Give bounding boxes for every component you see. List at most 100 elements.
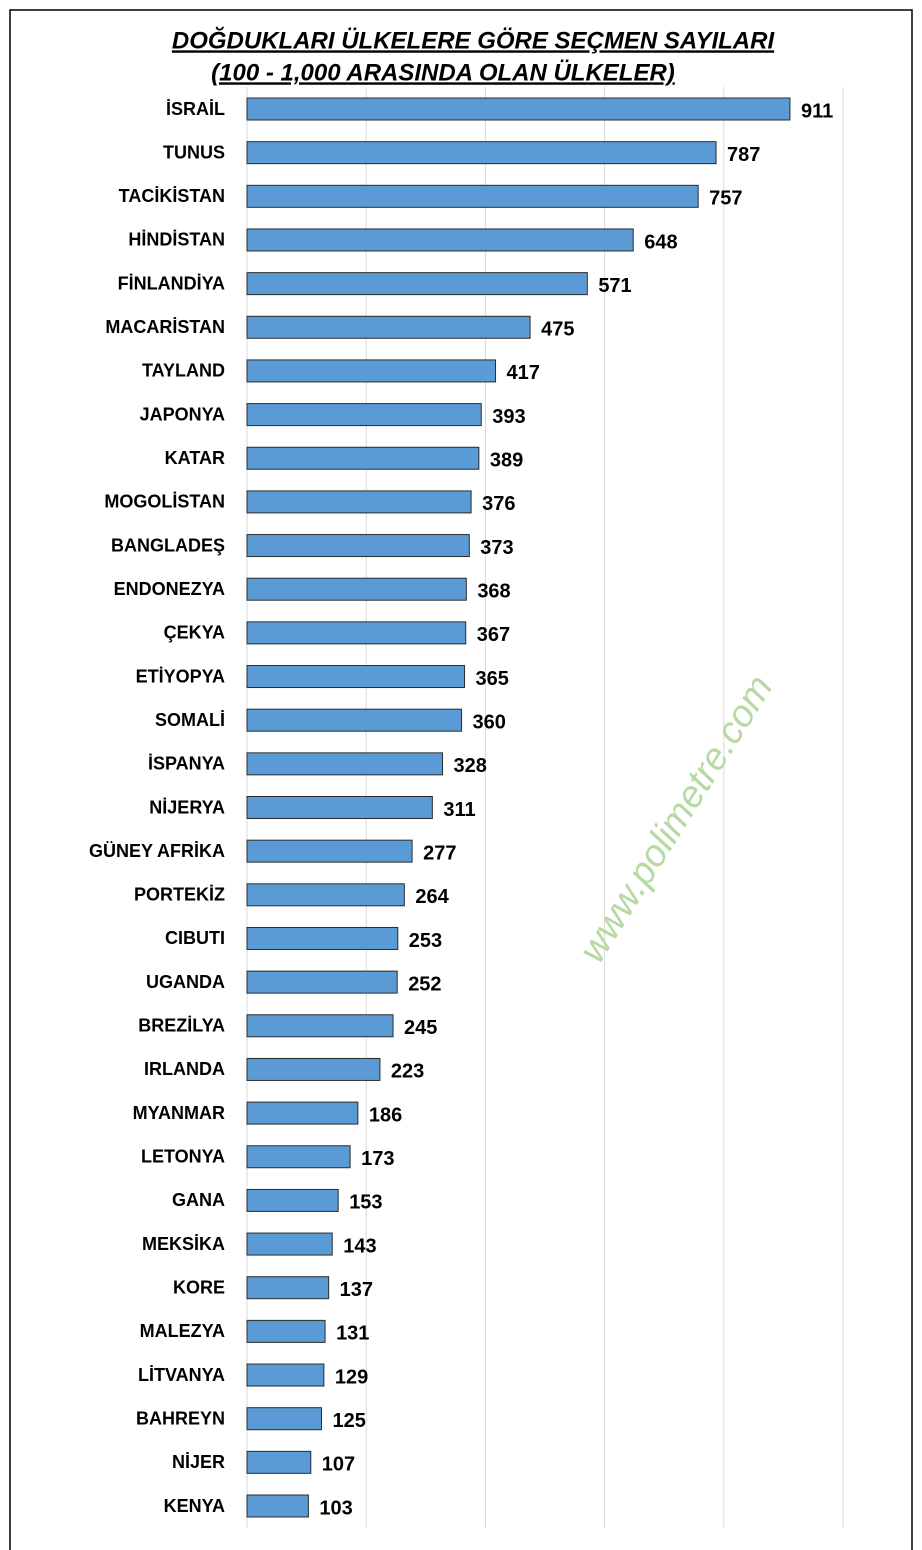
y-tick-label: TACİKİSTAN	[119, 186, 225, 206]
y-tick-label: ENDONEZYA	[114, 579, 225, 599]
y-tick-label: İSRAİL	[166, 99, 225, 119]
y-tick-label: KORE	[173, 1277, 225, 1297]
data-label: 311	[443, 799, 475, 821]
data-label: 252	[408, 973, 441, 995]
bar	[246, 1450, 312, 1474]
data-label: 571	[598, 275, 631, 297]
y-tick-label: JAPONYA	[140, 404, 225, 424]
y-tick-label: MEKSİKA	[142, 1234, 225, 1254]
y-tick-label: NİJERYA	[149, 797, 225, 817]
data-label: 365	[476, 668, 509, 690]
data-label: 125	[333, 1410, 366, 1432]
bar	[246, 839, 413, 863]
data-label: 277	[423, 842, 456, 864]
bar	[246, 1319, 326, 1343]
data-label: 389	[490, 450, 523, 472]
y-tick-label: MACARİSTAN	[105, 317, 225, 337]
data-label: 475	[541, 319, 574, 341]
y-tick-label: İSPANYA	[148, 754, 225, 774]
data-label: 376	[482, 493, 515, 515]
y-tick-label: MOGOLİSTAN	[104, 492, 225, 512]
y-tick-label: ÇEKYA	[164, 623, 225, 643]
bar	[246, 272, 588, 296]
bar	[246, 1057, 381, 1081]
chart-subtitle: (100 - 1,000 ARASINDA OLAN ÜLKELER)	[211, 59, 675, 86]
bar	[246, 1188, 339, 1212]
y-tick-label: KATAR	[165, 448, 225, 468]
bar	[246, 970, 398, 994]
data-label: 368	[477, 581, 510, 603]
data-label: 787	[727, 144, 760, 166]
bar	[246, 665, 466, 689]
y-tick-label: NİJER	[172, 1452, 225, 1472]
bar	[246, 97, 791, 121]
bar	[246, 926, 399, 950]
chart-title: DOĞDUKLARI ÜLKELERE GÖRE SEÇMEN SAYILARI	[172, 26, 776, 54]
bar	[246, 621, 467, 645]
bar	[246, 577, 467, 601]
bar	[246, 1014, 394, 1038]
bar	[246, 403, 482, 427]
data-label: 373	[480, 537, 513, 559]
data-label: 757	[709, 188, 742, 210]
bar	[246, 1145, 351, 1169]
bar	[246, 1363, 325, 1387]
bar	[246, 490, 472, 514]
bar	[246, 315, 531, 339]
bar	[246, 141, 717, 165]
bar	[246, 708, 463, 732]
data-label: 253	[409, 930, 442, 952]
bar	[246, 184, 699, 208]
bar	[246, 228, 634, 252]
y-tick-label: ETİYOPYA	[136, 666, 225, 686]
chart-frame	[9, 9, 913, 1550]
data-label: 153	[349, 1192, 382, 1214]
data-label: 137	[340, 1279, 373, 1301]
data-label: 648	[644, 231, 677, 253]
data-label: 360	[473, 711, 506, 733]
data-label: 911	[801, 100, 833, 122]
y-tick-label: BAHREYN	[136, 1408, 225, 1428]
data-label: 131	[336, 1323, 369, 1345]
y-tick-label: TAYLAND	[142, 361, 225, 381]
data-label: 264	[415, 886, 449, 908]
data-label: 367	[477, 624, 510, 646]
bar	[246, 883, 405, 907]
bar	[246, 1407, 322, 1431]
y-tick-label: CIBUTI	[165, 928, 225, 948]
data-label: 143	[343, 1235, 376, 1257]
bar	[246, 1101, 359, 1125]
y-tick-label: GANA	[172, 1190, 225, 1210]
bar	[246, 446, 480, 470]
bar	[246, 796, 433, 819]
bar	[246, 1232, 333, 1256]
y-tick-label: UGANDA	[146, 972, 225, 992]
y-tick-label: LETONYA	[141, 1147, 225, 1167]
y-tick-label: LİTVANYA	[138, 1365, 225, 1385]
y-tick-label: SOMALİ	[155, 710, 225, 730]
data-label: 107	[322, 1454, 355, 1476]
bar	[246, 1494, 309, 1518]
bar	[246, 752, 443, 776]
data-label: 245	[404, 1017, 437, 1039]
data-label: 393	[492, 406, 525, 428]
y-tick-label: FİNLANDİYA	[118, 273, 225, 293]
y-tick-label: TUNUS	[163, 142, 225, 162]
bar	[246, 359, 497, 383]
bars: İSRAİL 911 TUNUS 787 TACİKİSTAN 757 HİNDİSTAN 6…	[89, 97, 833, 1519]
bar	[246, 1276, 330, 1300]
data-label: 129	[335, 1366, 368, 1388]
bar	[246, 534, 470, 558]
y-tick-label: GÜNEY AFRİKA	[89, 841, 225, 861]
data-label: 223	[391, 1061, 424, 1083]
y-tick-label: MALEZYA	[140, 1321, 225, 1341]
data-label: 173	[361, 1148, 394, 1170]
y-tick-label: BANGLADEŞ	[111, 535, 225, 555]
data-label: 186	[369, 1104, 402, 1126]
data-label: 103	[319, 1497, 352, 1519]
y-tick-label: IRLANDA	[144, 1059, 225, 1079]
y-tick-label: KENYA	[164, 1496, 225, 1516]
y-tick-label: PORTEKİZ	[134, 885, 225, 905]
data-label: 328	[453, 755, 486, 777]
